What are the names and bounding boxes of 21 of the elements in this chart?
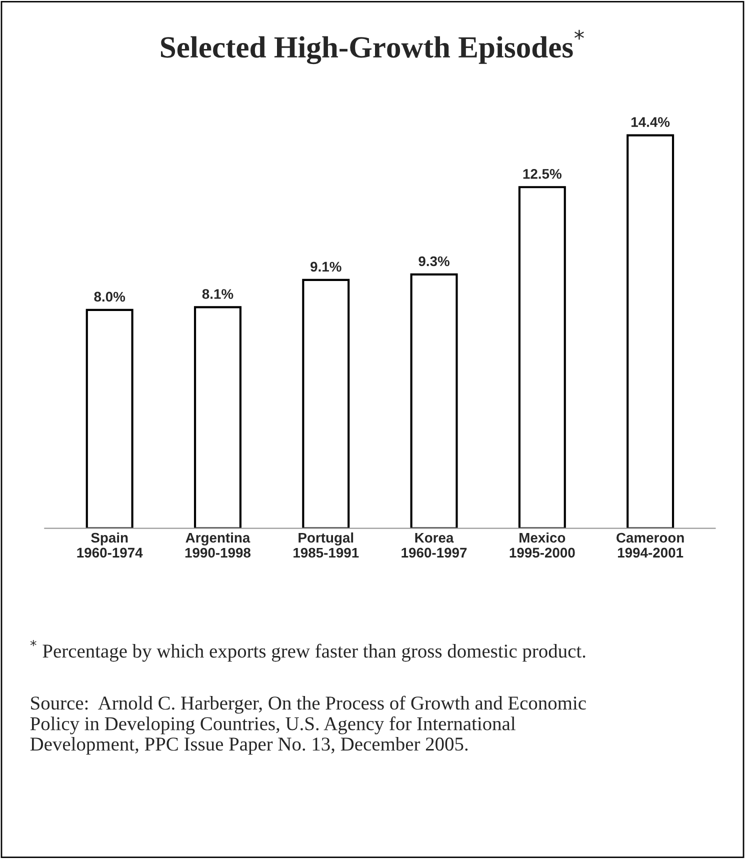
text: $^{*}$ Percentage by which exports grew faster than gross domestic product.: [30, 640, 586, 662]
x-tick-label: Mexico 1995-2000: [510, 532, 575, 558]
bar: [410, 273, 458, 528]
x-tick-label: Korea 1960-1997: [402, 532, 467, 558]
x-tick-label: Portugal 1985-1991: [294, 532, 359, 558]
data-label: 9.1%: [310, 262, 342, 272]
bar: [518, 186, 566, 528]
chart-title: Selected High-Growth Episodes$^{*}$: [161, 30, 584, 64]
x-tick-label: Cameroon 1994-2001: [616, 532, 684, 558]
bar: [86, 308, 134, 528]
data-label: 8.0%: [94, 292, 126, 302]
bar: [626, 134, 674, 528]
x-tick-label: Argentina 1990-1998: [185, 532, 251, 558]
data-label: 12.5%: [523, 169, 562, 179]
data-label: 9.3%: [418, 256, 450, 266]
data-label: 8.1%: [202, 289, 234, 299]
source-note: Source: Arnold C. Harberger, On the Process of Growth and Economic Policy in Developing Countries, U.S. Agency for International Development, PPC Issue Paper No. 13, December 2005.: [30, 696, 586, 755]
x-tick-label: Spain 1960-1974: [77, 532, 143, 558]
data-label: 14.4%: [632, 117, 670, 127]
bar: [194, 306, 242, 528]
bar: [302, 278, 350, 528]
